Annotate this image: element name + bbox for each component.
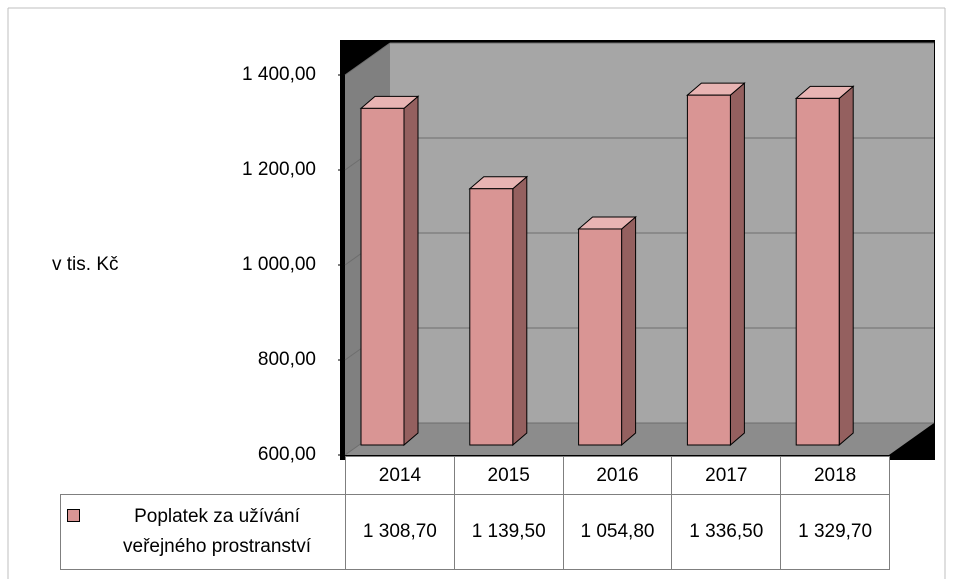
legend-marker (67, 509, 80, 522)
bar-side (403, 95, 419, 447)
data-table-value: 1 054,80 (562, 494, 673, 570)
y-tick-label: 1 200,00 (242, 159, 316, 180)
legend-label: Poplatek za užívání veřejného prostranst… (123, 506, 311, 557)
grid-line (344, 42, 391, 76)
bar (578, 228, 623, 446)
y-tick-label: 1 400,00 (242, 64, 316, 85)
bar-side (621, 215, 637, 447)
legend-cell: Poplatek za užívání veřejného prostranst… (60, 494, 346, 570)
y-tick-label: 600,00 (258, 444, 316, 465)
data-table-value: 1 139,50 (453, 494, 564, 570)
bar (469, 188, 514, 446)
y-axis-label: v tis. Kč (52, 254, 119, 275)
x-tick-label: 2016 (562, 456, 673, 495)
data-table-value: 1 336,50 (671, 494, 782, 570)
x-tick-label: 2018 (780, 456, 890, 495)
y-tick-label: 1 000,00 (242, 254, 316, 275)
bar (686, 94, 731, 446)
bar (795, 97, 840, 446)
data-table-value: 1 329,70 (780, 494, 890, 570)
x-tick-label: 2014 (345, 456, 455, 495)
data-table-value: 1 308,70 (345, 494, 455, 570)
x-tick-label: 2015 (453, 456, 564, 495)
x-tick-label: 2017 (671, 456, 782, 495)
y-tick-label: 800,00 (258, 349, 316, 370)
bar-side (729, 82, 745, 447)
bar (360, 107, 405, 446)
bar-side (512, 175, 528, 447)
bar-side (838, 85, 854, 447)
